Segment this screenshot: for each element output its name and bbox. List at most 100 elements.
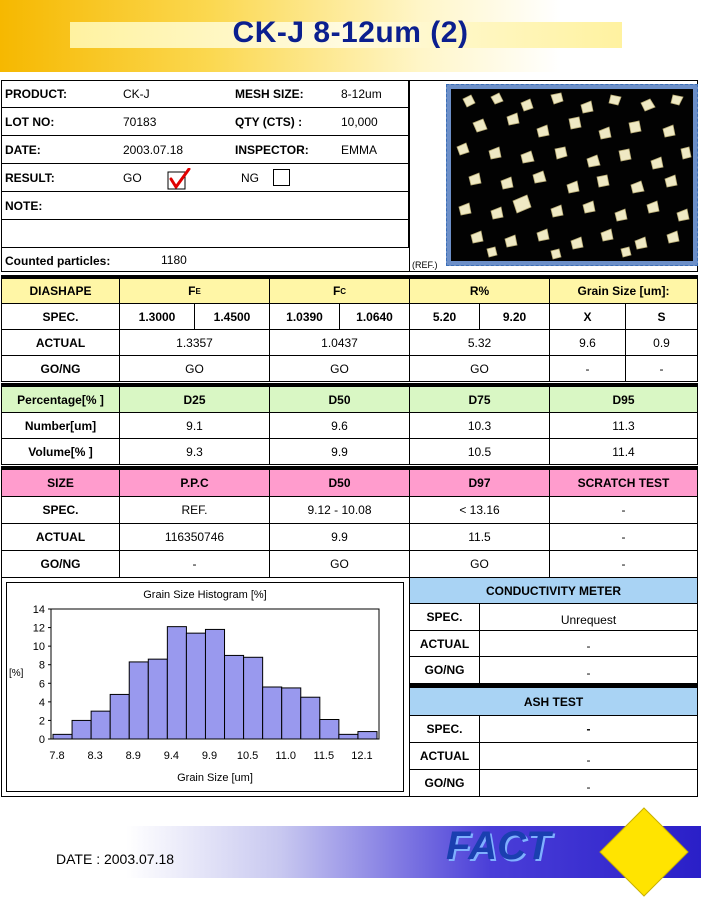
conductivity-actual-value: - [479,630,698,657]
ng-checkbox[interactable] [273,169,290,186]
x-tick-label: 11.0 [275,750,296,762]
number-d50: 9.6 [269,412,410,439]
date-label: DATE: [5,142,41,157]
conductivity-gong-value: - [479,656,698,684]
histogram-chart: Grain Size Histogram [%] [%] Grain Size … [6,582,404,792]
spec-d97: < 13.16 [409,496,550,524]
qty-value: 10,000 [341,114,378,129]
d95-header: D95 [549,386,698,413]
ash-gong-value: - [479,769,698,797]
ash-actual-label: ACTUAL [409,742,480,770]
d75-header: D75 [409,386,550,413]
histogram-bar [224,654,245,740]
histogram-bar [281,687,302,740]
ash-spec-value: - [479,715,698,743]
diashape-actual-label: ACTUAL [1,329,120,356]
micrograph-border [446,84,698,266]
histogram-bar [147,658,168,740]
spec-x: X [549,303,626,330]
counted-label: Counted particles: [5,254,111,268]
histogram-bar [243,656,264,740]
inspector-label: INSPECTOR: [235,142,309,157]
x-tick-label: 11.5 [314,750,335,762]
spec-d50: 9.12 - 10.08 [269,496,410,524]
volume-d25: 9.3 [119,438,270,465]
section-divider [409,684,698,687]
spec-scratch: - [549,496,698,524]
mesh-value: 8-12um [341,86,382,101]
ash-table: ASH TEST SPEC. - ACTUAL - GO/NG - [409,687,698,797]
histogram-bar [109,693,130,740]
footer-band [0,826,701,878]
go-label: GO [123,170,142,185]
histogram-bar [166,626,187,740]
spec-fe-max: 1.4500 [194,303,270,330]
info-row-result: RESULT: GO NG [1,164,409,192]
y-tick-label: 4 [39,697,45,709]
r-header: R% [409,278,550,304]
size-gong-label: GO/NG [1,550,120,578]
x-tick-label: 10.5 [237,750,258,762]
y-tick-label: 2 [39,715,45,727]
info-row-date: DATE: 2003.07.18 INSPECTOR: EMMA [1,136,409,164]
gong-fc: GO [269,355,410,382]
volume-d50: 9.9 [269,438,410,465]
lot-value: 70183 [123,114,157,129]
gong-r: GO [409,355,550,382]
gong-ppc: - [119,550,270,578]
fc-subscript: C [340,286,347,296]
section-divider [1,275,698,278]
histogram-bar [52,733,73,740]
grain-size-header: Grain Size [um]: [549,278,698,304]
size-d50-header: D50 [269,469,410,497]
ash-spec-label: SPEC. [409,715,480,743]
go-checkbox[interactable] [167,167,193,195]
fact-logo: FACT [446,824,551,868]
percentage-table: Percentage[% ] D25 D50 D75 D95 Number[um… [1,386,698,466]
ref-label: (REF.) [412,260,438,270]
volume-d95: 11.4 [549,438,698,465]
ash-gong-label: GO/NG [409,769,480,797]
info-row-product: PRODUCT: CK-J MESH SIZE: 8-12um [1,80,409,108]
product-label: PRODUCT: [5,86,67,101]
gong-fe: GO [119,355,270,382]
checkmark-icon [167,167,191,190]
info-row-note-blank [1,220,409,248]
x-tick-label: 9.4 [164,750,179,762]
ppc-header: P.P.C [119,469,270,497]
scratch-test-header: SCRATCH TEST [549,469,698,497]
mesh-label: MESH SIZE: [235,86,304,101]
gong-x: - [549,355,626,382]
conductivity-spec-value: Unrequest [479,603,698,631]
gong-s: - [625,355,698,382]
title-highlight [70,22,622,48]
spec-s: S [625,303,698,330]
page-title: CK-J 8-12um (2) [232,16,469,49]
y-tick-label: 10 [33,641,45,653]
percentage-header: Percentage[% ] [1,386,120,413]
x-tick-label: 7.8 [49,750,64,762]
y-axis-label: [%] [9,668,24,679]
d97-header: D97 [409,469,550,497]
size-spec-label: SPEC. [1,496,120,524]
number-label: Number[um] [1,412,120,439]
qty-label: QTY (CTS) : [235,114,303,129]
x-tick-label: 8.9 [126,750,141,762]
volume-label: Volume[% ] [1,438,120,465]
ash-actual-value: - [479,742,698,770]
histogram-bar [262,686,283,740]
fc-header-text: F [332,284,341,298]
gong-scratch: - [549,550,698,578]
d25-header: D25 [119,386,270,413]
gong-d50: GO [269,550,410,578]
actual-d97: 11.5 [409,523,550,551]
lot-label: LOT NO: [5,114,55,129]
date-value: 2003.07.18 [123,142,184,157]
diashape-gong-label: GO/NG [1,355,120,382]
histogram-bar [338,733,359,740]
diashape-header: DIASHAPE [1,278,120,304]
y-tick-label: 0 [39,734,45,746]
y-tick-label: 14 [33,604,45,616]
spec-fc-max: 1.0640 [339,303,410,330]
